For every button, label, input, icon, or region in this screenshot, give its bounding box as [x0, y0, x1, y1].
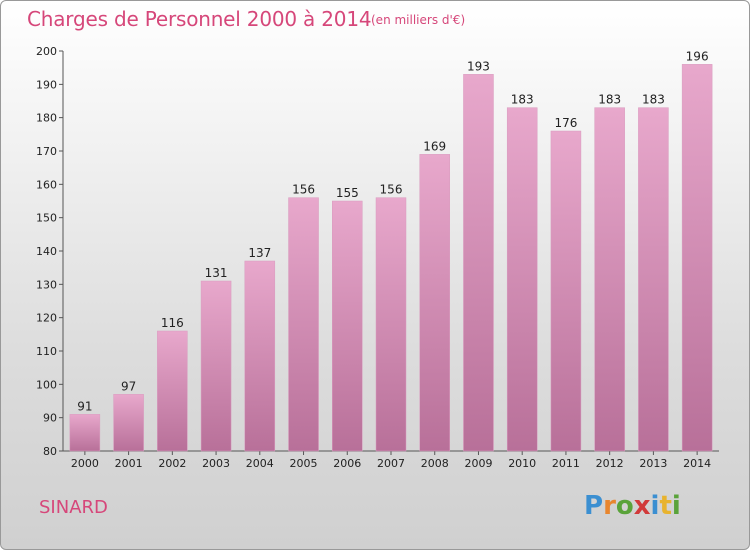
bar: [506, 107, 538, 452]
data-label: 97: [121, 379, 136, 393]
y-tick-label: 140: [36, 245, 57, 258]
x-tick-label: 2003: [202, 457, 230, 470]
bar: [463, 74, 494, 452]
x-tick-label: 2013: [639, 457, 667, 470]
x-tick-label: 2011: [552, 457, 580, 470]
chart-subtitle: (en milliers d'€): [371, 13, 466, 27]
x-tick-label: 2005: [290, 457, 318, 470]
bar: [638, 107, 669, 452]
data-label: 116: [161, 316, 184, 330]
data-label: 193: [467, 59, 490, 73]
x-tick-label: 2006: [333, 457, 361, 470]
city-name: SINARD: [39, 497, 108, 518]
data-label: 131: [205, 266, 228, 280]
chart-bars: [69, 64, 713, 452]
data-label: 155: [336, 186, 359, 200]
x-tick-label: 2004: [246, 457, 274, 470]
y-tick-label: 160: [36, 178, 57, 191]
bar: [69, 414, 101, 452]
bar: [681, 64, 713, 452]
bar: [375, 197, 407, 452]
logo-letter: i: [650, 491, 660, 521]
bar: [594, 107, 625, 452]
x-tick-label: 2007: [377, 457, 405, 470]
bar: [200, 280, 232, 452]
logo-letter: t: [659, 491, 672, 521]
chart-labels: 2000 91 2001 97 2002 116 2003 131 2004 137 2005 156…: [71, 49, 711, 470]
chart-title: Charges de Personnel 2000 à 2014: [27, 7, 372, 31]
bar: [550, 130, 582, 452]
data-label: 183: [511, 93, 534, 107]
data-label: 137: [248, 246, 271, 260]
y-tick-label: 180: [36, 112, 57, 125]
data-label: 91: [77, 399, 92, 413]
bar: [288, 197, 319, 452]
data-label: 183: [642, 93, 665, 107]
chart-axes: 80 90 100 110 120 130 140 150 160 170 180 190 200: [36, 45, 719, 458]
y-tick-label: 80: [43, 445, 57, 458]
data-label: 176: [554, 116, 577, 130]
proxiti-logo: Proxiti: [584, 491, 681, 521]
x-tick-label: 2008: [421, 457, 449, 470]
x-tick-label: 2001: [115, 457, 143, 470]
y-tick-label: 90: [43, 412, 57, 425]
bar: [332, 200, 363, 452]
x-tick-label: 2009: [464, 457, 492, 470]
x-tick-label: 2012: [596, 457, 624, 470]
logo-letter: P: [584, 491, 604, 521]
x-tick-label: 2014: [683, 457, 711, 470]
y-tick-label: 200: [36, 45, 57, 58]
y-tick-label: 110: [36, 345, 57, 358]
data-label: 183: [598, 93, 621, 107]
y-tick-label: 120: [36, 312, 57, 325]
y-tick-label: 170: [36, 145, 57, 158]
y-tick-label: 150: [36, 212, 57, 225]
data-label: 156: [292, 183, 315, 197]
bar: [157, 330, 188, 452]
logo-letter: o: [615, 491, 634, 521]
bar: [419, 154, 450, 452]
data-label: 156: [380, 183, 403, 197]
data-label: 169: [423, 139, 446, 153]
data-label: 196: [686, 49, 709, 63]
y-tick-label: 190: [36, 78, 57, 91]
bar: [244, 260, 276, 452]
y-tick-label: 130: [36, 278, 57, 291]
x-tick-label: 2002: [158, 457, 186, 470]
bar: [113, 394, 144, 452]
logo-letter: r: [603, 491, 616, 521]
x-tick-label: 2010: [508, 457, 536, 470]
y-tick-label: 100: [36, 378, 57, 391]
logo-letter: x: [633, 491, 651, 521]
x-tick-label: 2000: [71, 457, 99, 470]
logo-letter: i: [671, 491, 681, 521]
